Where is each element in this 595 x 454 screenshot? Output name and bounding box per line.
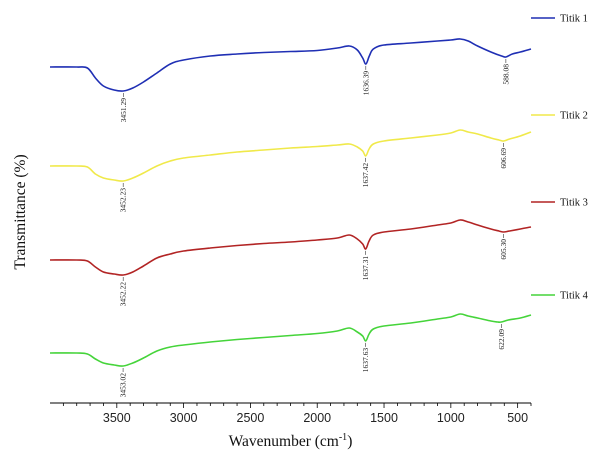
x-tick-label-3000: 3000 [170, 411, 198, 425]
x-tick-label-1000: 1000 [437, 411, 465, 425]
peak-label-titik-2-1: 3452.23 [119, 188, 128, 213]
series-line-titik-4 [49, 313, 532, 367]
series-line-titik-1 [49, 38, 532, 92]
peak-label-titik-1-3: 588.08 [501, 64, 510, 85]
peak-label-titik-1-1: 3451.29 [119, 98, 128, 123]
peak-label-titik-1-2: 1636.39 [361, 71, 370, 96]
x-axis: 3500 3000 2500 2000 1500 1000 500 [50, 402, 532, 425]
peak-annotations: 3451.29 1636.39 588.08 3452.23 1637.42 606.69… [119, 58, 510, 398]
legend-label-titik-2: Titik 2 [560, 111, 588, 122]
x-axis-title-superscript: -1 [339, 432, 347, 443]
peak-label-titik-4-3: 622.09 [497, 329, 506, 350]
series-layer [49, 38, 532, 367]
peak-label-titik-4-2: 1637.63 [361, 348, 370, 373]
series-line-titik-3 [49, 219, 532, 276]
x-tick-label-3500: 3500 [103, 411, 131, 425]
peak-label-titik-3-3: 605.30 [499, 239, 508, 260]
peak-label-titik-3-1: 3452.22 [119, 282, 128, 307]
peak-label-titik-2-3: 606.69 [499, 148, 508, 169]
legend-label-titik-3: Titik 3 [560, 198, 588, 209]
legend-label-titik-4: Titik 4 [560, 291, 589, 302]
x-axis-title-suffix: ) [347, 433, 352, 450]
y-axis-title: Transmittance (%) [12, 154, 29, 269]
peak-label-titik-4-1: 3453.02 [119, 373, 128, 398]
x-axis-title-main: Wavenumber (cm [229, 433, 339, 450]
x-tick-label-1500: 1500 [370, 411, 398, 425]
peak-label-titik-3-2: 1637.31 [361, 256, 370, 281]
x-axis-title: Wavenumber (cm-1) [229, 432, 353, 450]
series-line-titik-2 [49, 129, 532, 182]
peak-label-titik-2-2: 1637.42 [361, 163, 370, 188]
legend-label-titik-1: Titik 1 [560, 14, 588, 25]
x-tick-label-2000: 2000 [303, 411, 331, 425]
legend: Titik 1 Titik 2 Titik 3 Titik 4 [531, 14, 589, 302]
x-tick-label-2500: 2500 [237, 411, 265, 425]
x-tick-label-500: 500 [507, 411, 528, 425]
